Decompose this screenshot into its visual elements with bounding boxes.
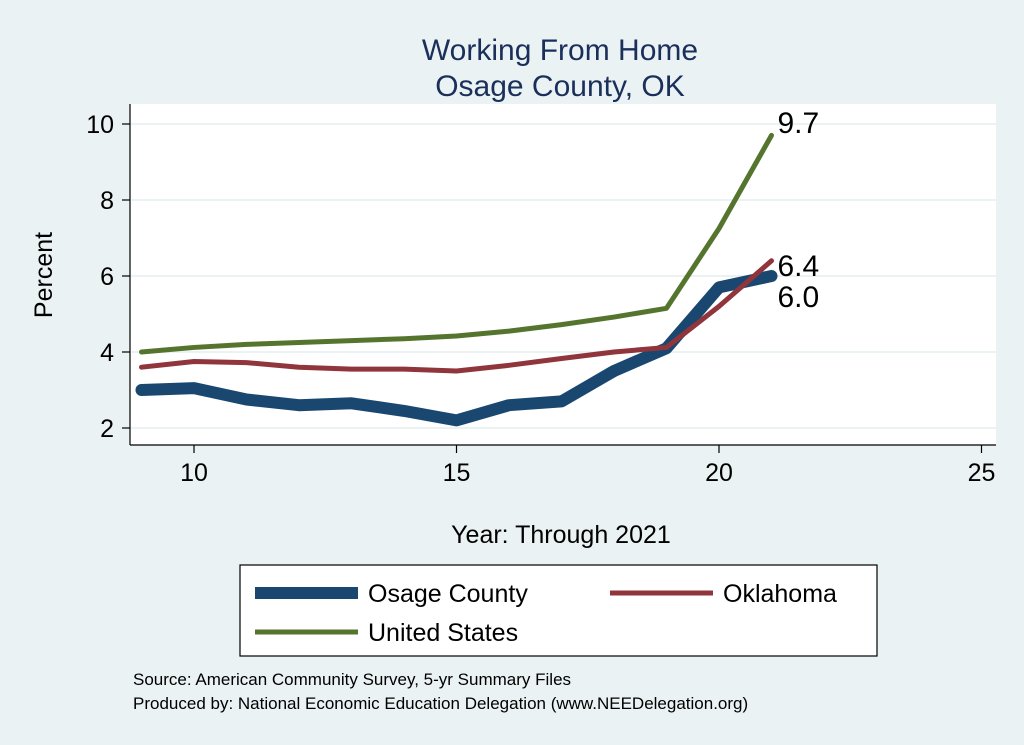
- legend-label: Oklahoma: [723, 580, 837, 608]
- x-tick-label: 15: [443, 459, 471, 487]
- legend: Osage County Oklahoma United States: [239, 564, 878, 657]
- y-tick-label: 10: [86, 111, 114, 139]
- legend-item: Osage County: [255, 580, 528, 608]
- producer-note: Produced by: National Economic Education…: [133, 694, 748, 713]
- plot-area: [130, 104, 996, 445]
- end-label-oklahoma: 6.4: [778, 250, 820, 283]
- series-line-oklahoma: [139, 258, 774, 374]
- legend-label: Osage County: [368, 580, 528, 608]
- legend-label: United States: [368, 619, 518, 647]
- legend-box: [239, 564, 878, 657]
- legend-item: Oklahoma: [610, 580, 837, 608]
- x-tick-label: 20: [705, 459, 733, 487]
- y-tick-label: 6: [100, 263, 114, 291]
- chart-subtitle: Osage County, OK: [435, 70, 685, 103]
- end-label-united-states: 9.7: [778, 107, 820, 140]
- legend-item: United States: [255, 619, 518, 647]
- y-tick-label: 2: [100, 415, 114, 443]
- y-tick-label: 8: [100, 187, 114, 215]
- x-tick-label: 25: [968, 459, 996, 487]
- chart-title: Working From Home: [422, 34, 698, 67]
- x-tick-label: 10: [180, 459, 208, 487]
- y-axis-label: Percent: [30, 232, 58, 318]
- x-axis-label: Year: Through 2021: [451, 521, 671, 549]
- y-tick-label: 4: [100, 339, 114, 367]
- end-label-osage-county: 6.0: [778, 281, 820, 314]
- series-line-united-states: [139, 132, 774, 355]
- source-note: Source: American Community Survey, 5-yr …: [133, 670, 571, 689]
